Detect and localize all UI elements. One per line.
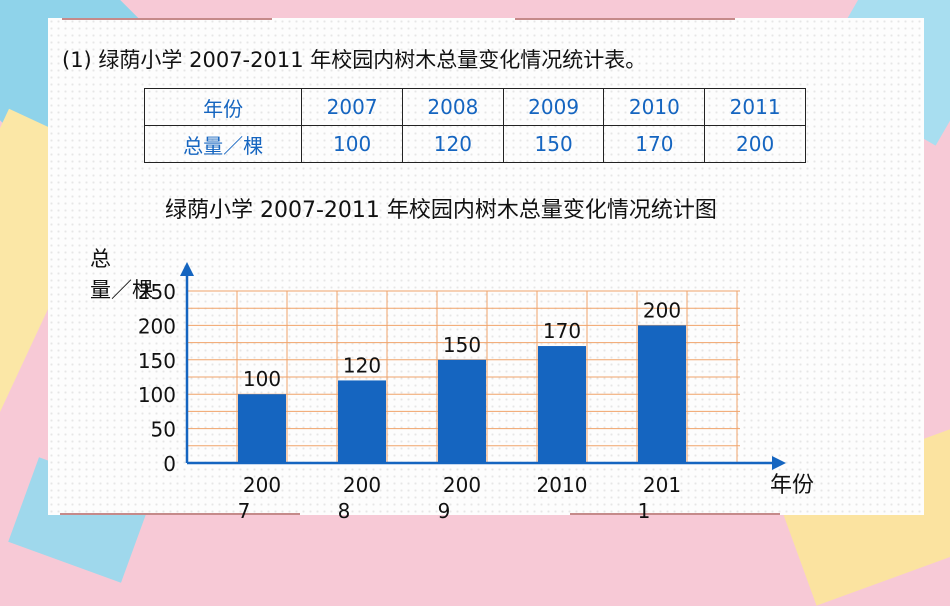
bar	[638, 325, 686, 463]
x-tick-label: 200 8	[338, 473, 381, 523]
row-header-total: 总量／棵	[143, 125, 303, 163]
data-label: 100	[243, 367, 281, 391]
y-tick-label: 0	[163, 452, 176, 476]
data-label: 170	[543, 319, 581, 343]
bar-chart: 0 50 100 150 200 250 100 200 7 120 200 8 150 200 9 170 2…	[90, 247, 814, 523]
x-tick-label: 2010	[537, 473, 588, 497]
divider	[570, 513, 780, 515]
x-tick-label: 200 7	[238, 473, 281, 523]
statistics-table: 年份 2007 2008 2009 2010 2011 总量／棵 100 120…	[143, 88, 806, 163]
table-cell: 120	[401, 125, 504, 163]
bar	[238, 394, 286, 463]
table-row: 总量／棵 100 120 150 170 200	[143, 125, 806, 163]
data-label: 150	[443, 333, 481, 357]
y-axis-label: 总量／棵	[90, 247, 153, 302]
y-tick-label: 150	[138, 349, 176, 373]
x-axis-label: 年份	[770, 473, 814, 498]
bar	[538, 346, 586, 463]
data-label: 200	[643, 298, 681, 322]
table-cell: 2009	[502, 88, 605, 126]
exercise-heading: (1) 绿荫小学 2007-2011 年校园内树木总量变化情况统计表。	[62, 48, 647, 72]
bar	[438, 359, 486, 463]
y-tick-label: 100	[138, 383, 176, 407]
table-cell: 100	[301, 125, 403, 163]
y-axis-arrow	[180, 262, 194, 276]
table-cell: 2010	[603, 88, 706, 126]
x-tick-label: 200 9	[438, 473, 481, 523]
y-tick-label: 50	[151, 418, 176, 442]
table-cell: 2008	[401, 88, 504, 126]
table-cell: 2011	[704, 88, 806, 126]
table-cell: 2007	[301, 88, 403, 126]
table-cell: 200	[704, 125, 806, 163]
divider	[60, 513, 300, 515]
bar	[338, 380, 386, 463]
divider	[62, 18, 272, 20]
x-axis-arrow	[772, 456, 786, 470]
divider	[515, 18, 735, 20]
chart-title: 绿荫小学 2007-2011 年校园内树木总量变化情况统计图	[165, 198, 717, 223]
x-tick-label: 201 1	[638, 473, 681, 523]
y-tick-label: 200	[138, 314, 176, 338]
y-tick-label: 250	[138, 280, 176, 304]
data-label: 120	[343, 353, 381, 377]
